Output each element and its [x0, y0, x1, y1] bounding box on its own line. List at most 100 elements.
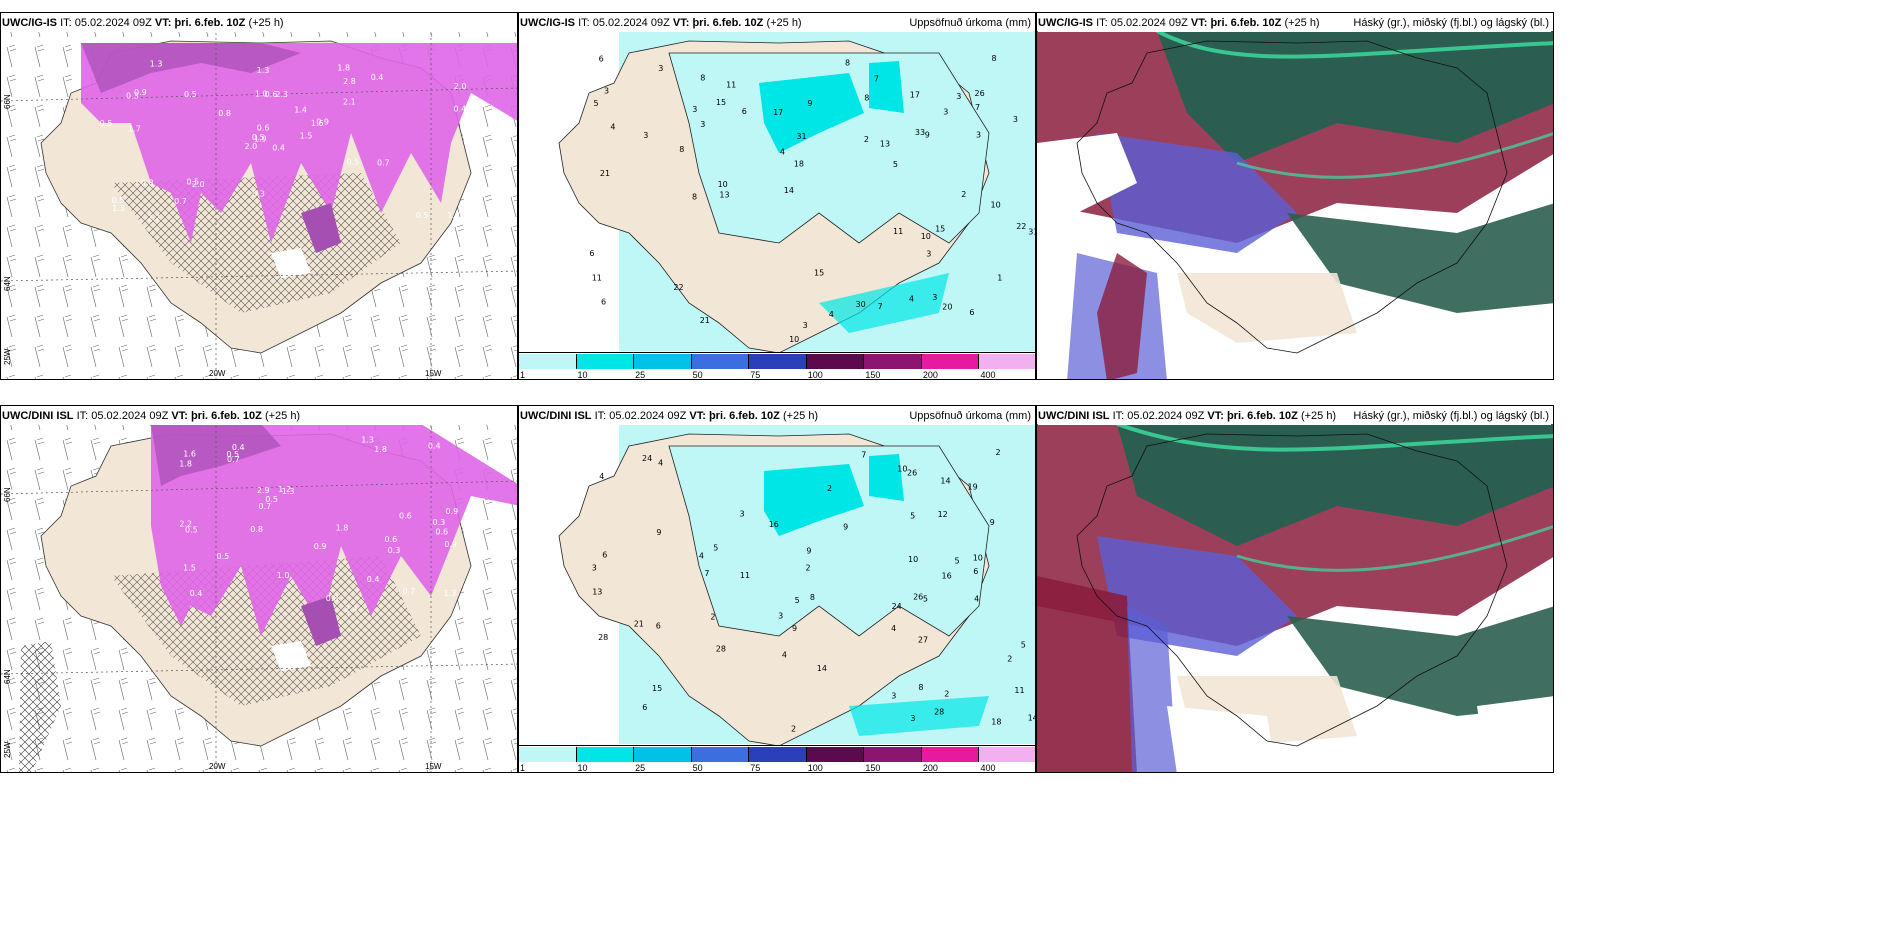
map-value: 11: [592, 274, 602, 283]
map-value: 2.0: [245, 142, 258, 151]
map-value: 26: [913, 592, 923, 601]
map-value: 0.4: [232, 443, 245, 452]
lon-label-15w: 15W: [425, 369, 442, 378]
map-value: 0.7: [174, 197, 187, 206]
map-value: 2: [710, 613, 715, 622]
map-value: 20: [942, 302, 952, 311]
colorbar-segment: [979, 354, 1035, 369]
snow-map: 0.60.60.40.41.30.71.51.82.92.41.82.21.61…: [1, 424, 517, 772]
colorbar-label: 1: [520, 370, 526, 380]
map-value: 1.8: [337, 64, 350, 73]
map-value: 1.3: [282, 487, 295, 496]
colorbar-label: 400: [980, 763, 996, 773]
map-value: 10: [789, 335, 799, 344]
map-value: 9: [807, 99, 812, 108]
map-value: 0.8: [141, 179, 154, 188]
precip-map: 4353310111326312215332221211017630201018…: [558, 31, 1035, 354]
colorbar-segment: [691, 747, 750, 762]
cloud-panel-row2: UWC/DINI ISL IT: 05.02.2024 09Z VT: þri.…: [1036, 405, 1554, 773]
panel-header: UWC/DINI ISL IT: 05.02.2024 09Z VT: þri.…: [2, 407, 515, 425]
snow-panel-row2: UWC/DINI ISL IT: 05.02.2024 09Z VT: þri.…: [0, 405, 518, 773]
panel-header: UWC/DINI ISL IT: 05.02.2024 09Z VT: þri.…: [1038, 407, 1551, 425]
map-value: 4: [699, 552, 704, 561]
map-value: 5: [1021, 641, 1026, 650]
map-value: 0.8: [326, 594, 339, 603]
map-value: 10: [718, 180, 728, 189]
map-value: 4: [610, 122, 615, 131]
map-value: 8: [692, 192, 697, 201]
map-value: 0.8: [218, 109, 231, 118]
map-value: 3: [604, 86, 609, 95]
map-value: 8: [679, 145, 684, 154]
map-value: 4: [974, 595, 979, 604]
map-value: 2: [1007, 655, 1012, 664]
map-value: 4: [782, 650, 787, 659]
panel-title: Uppsöfnuð úrkoma (mm): [909, 17, 1031, 29]
map-value: 26: [975, 89, 985, 98]
colorbar-segment: [749, 354, 807, 369]
map-value: 11: [726, 80, 736, 89]
map-value: 11: [740, 571, 750, 580]
colorbar-label: 10: [577, 763, 588, 773]
colorbar-segment: [634, 747, 692, 762]
colorbar-label: 75: [750, 370, 761, 380]
map-value: 0.5: [217, 552, 230, 561]
lat-label-64n: 64N: [3, 276, 12, 291]
colorbar-segment: [806, 747, 865, 762]
map-value: 8: [918, 683, 923, 692]
colorbar-segment: [634, 354, 692, 369]
colorbar-segment: [979, 747, 1035, 762]
map-value: 0.9: [446, 507, 459, 516]
map-value: 3: [740, 509, 745, 518]
map-value: 6: [601, 298, 606, 307]
model-name: UWC/DINI ISL: [1038, 410, 1110, 422]
map-value: 15: [935, 224, 945, 233]
map-value: 6: [599, 55, 604, 64]
map-value: 0.7: [403, 587, 416, 596]
map-value: 4: [658, 459, 663, 468]
map-value: 2.2: [179, 520, 192, 529]
map-value: 26: [907, 469, 917, 478]
map-value: 2: [791, 724, 796, 733]
map-value: 24: [642, 454, 652, 463]
map-value: 5: [910, 512, 915, 521]
map-value: 3: [956, 92, 961, 101]
colorbar-label: 100: [807, 763, 823, 773]
map-value: 28: [934, 707, 944, 716]
precip-panel-row2: UWC/DINI ISL IT: 05.02.2024 09Z VT: þri.…: [518, 405, 1036, 773]
map-value: 2: [944, 690, 949, 699]
map-value: 3: [976, 130, 981, 139]
colorbar-segment: [806, 354, 865, 369]
map-value: 17: [773, 108, 783, 117]
model-name: UWC/DINI ISL: [2, 410, 74, 422]
map-value: 0.3: [388, 546, 401, 555]
map-value: 0.6: [257, 124, 270, 133]
map-value: 13: [719, 191, 729, 200]
map-value: 4: [909, 294, 914, 303]
lon-label-20w: 20W: [209, 762, 226, 771]
map-value: 0.9: [316, 117, 329, 126]
map-value: 6: [656, 621, 661, 630]
panel-header: UWC/IG-IS IT: 05.02.2024 09Z VT: þri. 6.…: [520, 14, 1033, 32]
map-value: 2.3: [275, 90, 288, 99]
map-value: 27: [918, 635, 928, 644]
map-value: 8: [992, 54, 997, 63]
map-value: 7: [874, 75, 879, 84]
map-value: 7: [878, 302, 883, 311]
map-value: 11: [1014, 686, 1024, 695]
colorbar-label: 1: [520, 763, 526, 773]
map-value: 3: [891, 692, 896, 701]
map-value: 1.3: [257, 66, 270, 75]
map-value: 0.4: [367, 575, 380, 584]
colorbar-label: 25: [635, 763, 646, 773]
colorbar-label: 200: [922, 370, 938, 380]
colorbar-segment: [921, 747, 980, 762]
map-value: 17: [910, 91, 920, 100]
map-value: 3: [910, 714, 915, 723]
map-value: 1.4: [294, 106, 307, 115]
panel-header: UWC/DINI ISL IT: 05.02.2024 09Z VT: þri.…: [520, 407, 1033, 425]
map-value: 5: [893, 160, 898, 169]
map-value: 33: [915, 128, 925, 137]
map-value: 8: [845, 58, 850, 67]
